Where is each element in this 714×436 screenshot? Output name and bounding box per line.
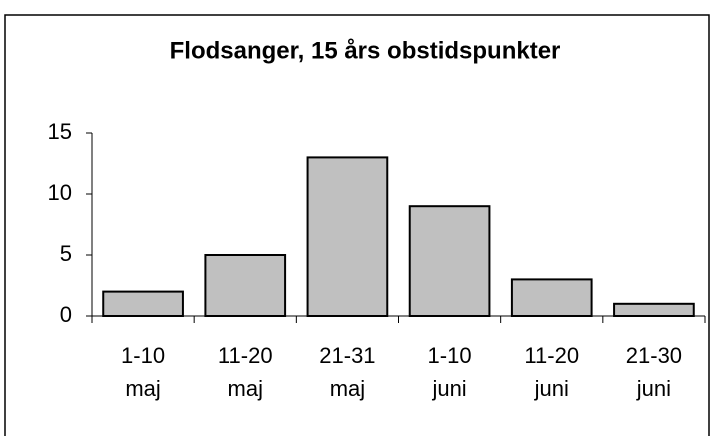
y-tick-label: 0 [60, 302, 72, 327]
x-tick-label: 21-31 [319, 343, 375, 368]
bar [510, 278, 593, 317]
x-tick-label: 11-20 [524, 343, 579, 368]
x-tick-label: maj [330, 376, 365, 401]
x-tick-label: 1-10 [428, 343, 472, 368]
y-tick-label: 10 [48, 180, 72, 205]
x-tick-label: 1-10 [121, 343, 165, 368]
bar [204, 254, 287, 317]
bar [613, 302, 695, 317]
bar [408, 205, 491, 317]
x-tick-label: juni [636, 376, 671, 401]
bar [102, 290, 184, 318]
y-tick-label: 15 [48, 119, 72, 144]
chart-title: Flodsanger, 15 års obstidspunkter [170, 37, 561, 64]
x-tick-label: 21-30 [626, 343, 682, 368]
x-tick-label: maj [125, 376, 160, 401]
x-tick-label: 11-20 [218, 343, 273, 368]
y-tick-label: 5 [60, 241, 72, 266]
bar [306, 156, 389, 317]
x-tick-label: juni [534, 376, 569, 401]
x-tick-label: maj [228, 376, 263, 401]
x-tick-label: juni [431, 376, 466, 401]
